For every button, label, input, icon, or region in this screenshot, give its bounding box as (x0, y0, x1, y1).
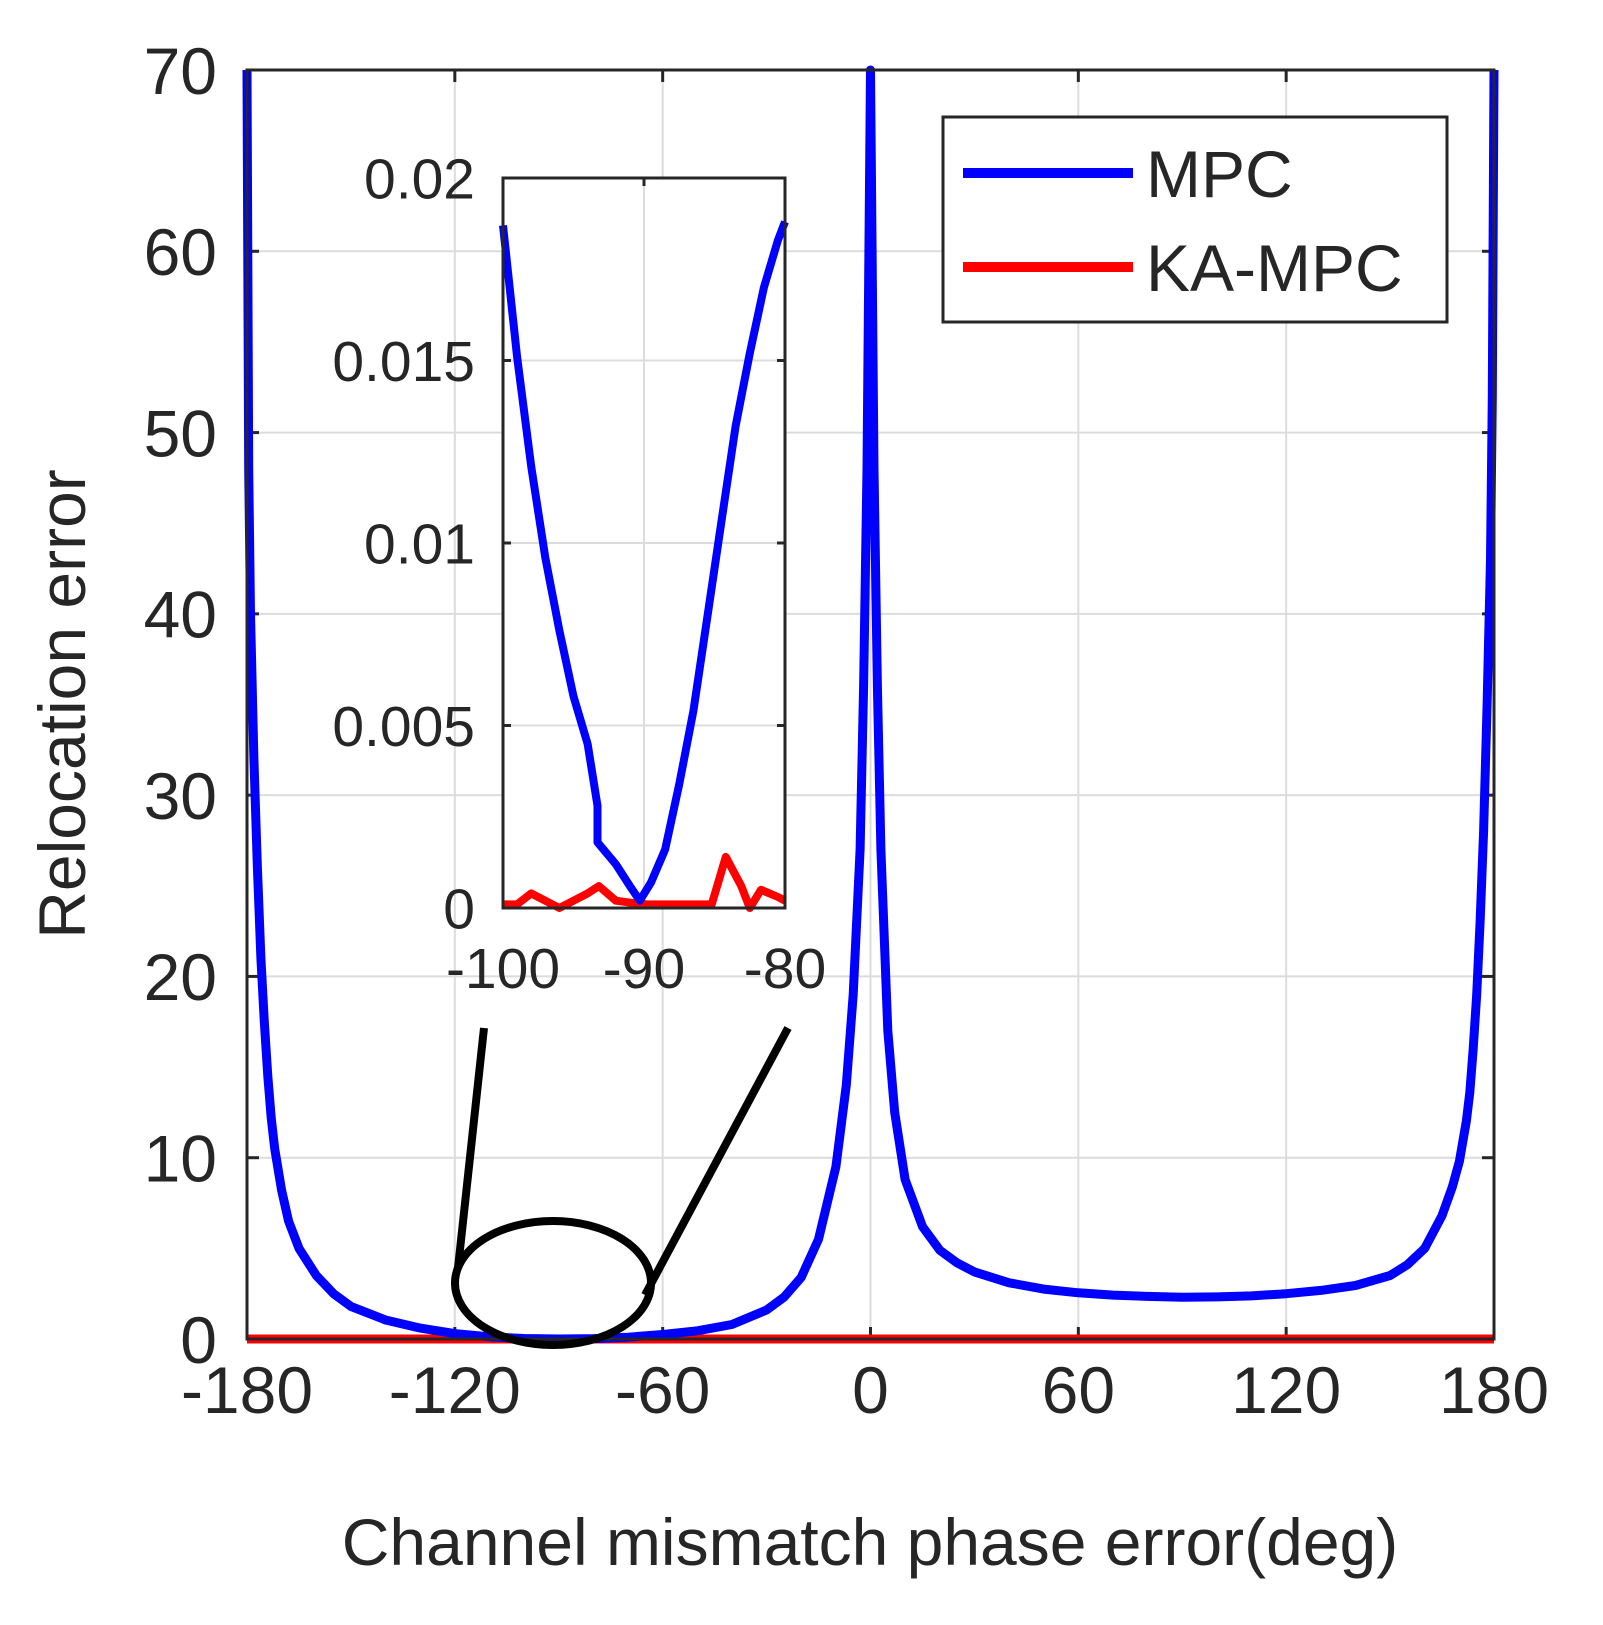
legend-label-ka-mpc: KA-MPC (1146, 231, 1403, 305)
x-tick-label: -100 (446, 937, 560, 1001)
main-y-tick-labels: 0 10 20 30 40 50 60 70 (144, 34, 217, 1377)
y-tick-label: 0 (443, 878, 475, 942)
y-tick-label: 0.015 (332, 330, 475, 394)
x-tick-label: -80 (744, 937, 826, 1001)
x-tick-label: -120 (389, 1353, 521, 1427)
x-tick-label: 120 (1231, 1353, 1341, 1427)
zoom-connector-left (454, 1027, 488, 1269)
y-tick-label: 0.02 (364, 148, 475, 212)
y-tick-label: 40 (144, 578, 217, 652)
inset-x-tick-labels: -100 -90 -80 (446, 937, 826, 1001)
zoom-connector-right (641, 1026, 792, 1297)
y-axis-label: Relocation error (25, 469, 99, 939)
y-tick-label: 20 (144, 940, 217, 1014)
main-axes-box (245, 68, 1496, 1341)
inset-axes-box (501, 176, 787, 910)
y-tick-label: 50 (144, 396, 217, 470)
x-axis-label: Channel mismatch phase error(deg) (342, 1505, 1398, 1579)
legend: MPC KA-MPC (941, 115, 1449, 324)
y-tick-label: 0.01 (364, 513, 475, 577)
y-tick-label: 0.005 (332, 695, 475, 759)
x-tick-label: -180 (181, 1353, 313, 1427)
y-tick-label: 70 (144, 34, 217, 108)
y-tick-label: 60 (144, 215, 217, 289)
y-tick-label: 30 (144, 759, 217, 833)
y-tick-label: 10 (144, 1121, 217, 1195)
series-line-mpc (499, 220, 789, 905)
y-tick-label: 0 (180, 1303, 217, 1377)
legend-label-mpc: MPC (1146, 137, 1293, 211)
x-tick-label: -90 (603, 937, 685, 1001)
legend-box (941, 115, 1449, 324)
x-tick-label: 0 (852, 1353, 889, 1427)
inset-y-tick-labels: 0 0.005 0.01 0.015 0.02 (332, 148, 475, 942)
main-x-tick-labels: -180 -120 -60 0 60 120 180 (181, 1353, 1549, 1427)
x-tick-label: 180 (1439, 1353, 1549, 1427)
x-tick-label: 60 (1042, 1353, 1115, 1427)
x-tick-label: -60 (615, 1353, 710, 1427)
